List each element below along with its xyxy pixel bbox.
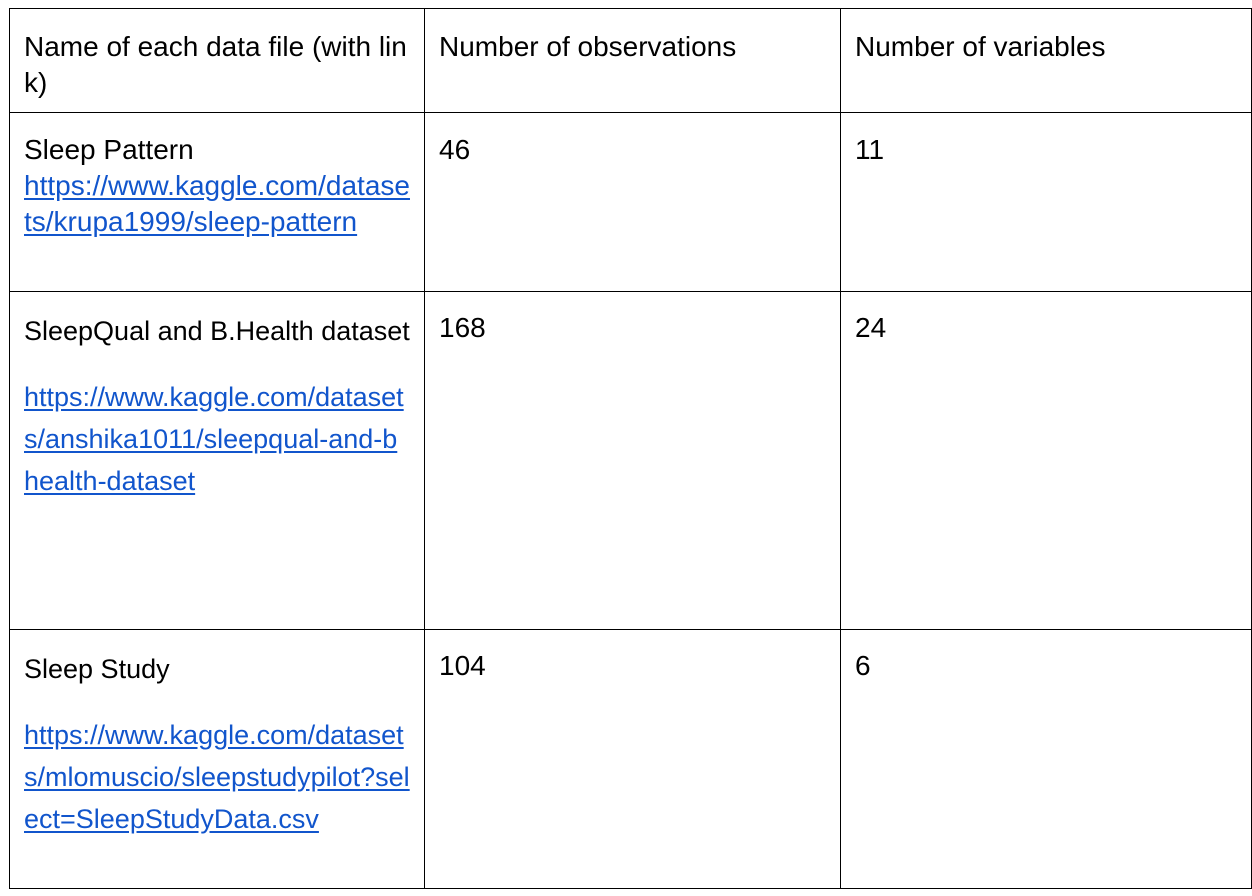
table-row: SleepQual and B.Health dataset https://w… [9, 291, 1252, 630]
datasets-table: Name of each data file (with link) Numbe… [9, 8, 1252, 889]
spacer [24, 352, 412, 376]
observations-value: 168 [439, 312, 486, 343]
observations-value: 46 [439, 134, 471, 165]
variables-value: 24 [855, 312, 887, 343]
dataset-name: SleepQual and B.Health dataset [24, 316, 410, 346]
dataset-name-cell: Sleep Pattern https://www.kaggle.com/dat… [9, 112, 425, 292]
observations-cell: 46 [424, 112, 841, 292]
dataset-name: Sleep Study [24, 654, 170, 684]
dataset-name: Sleep Pattern [24, 134, 194, 165]
observations-value: 104 [439, 650, 486, 681]
dataset-name-cell: Sleep Study https://www.kaggle.com/datas… [9, 629, 425, 889]
header-cell-observations: Number of observations [424, 8, 841, 113]
header-cell-name: Name of each data file (with link) [9, 8, 425, 113]
variables-value: 11 [855, 134, 885, 165]
dataset-link[interactable]: https://www.kaggle.com/datasets/krupa199… [24, 170, 410, 237]
header-cell-variables: Number of variables [840, 8, 1252, 113]
dataset-name-cell: SleepQual and B.Health dataset https://w… [9, 291, 425, 630]
variables-cell: 6 [840, 629, 1252, 889]
variables-cell: 11 [840, 112, 1252, 292]
dataset-link[interactable]: https://www.kaggle.com/datasets/mlomusci… [24, 720, 410, 834]
observations-cell: 104 [424, 629, 841, 889]
variables-cell: 24 [840, 291, 1252, 630]
table-row: Sleep Study https://www.kaggle.com/datas… [9, 629, 1252, 889]
dataset-link[interactable]: https://www.kaggle.com/datasets/anshika1… [24, 382, 404, 496]
variables-value: 6 [855, 650, 871, 681]
table-row: Sleep Pattern https://www.kaggle.com/dat… [9, 112, 1252, 292]
spacer [24, 690, 412, 714]
observations-cell: 168 [424, 291, 841, 630]
table-header-row: Name of each data file (with link) Numbe… [9, 8, 1252, 113]
